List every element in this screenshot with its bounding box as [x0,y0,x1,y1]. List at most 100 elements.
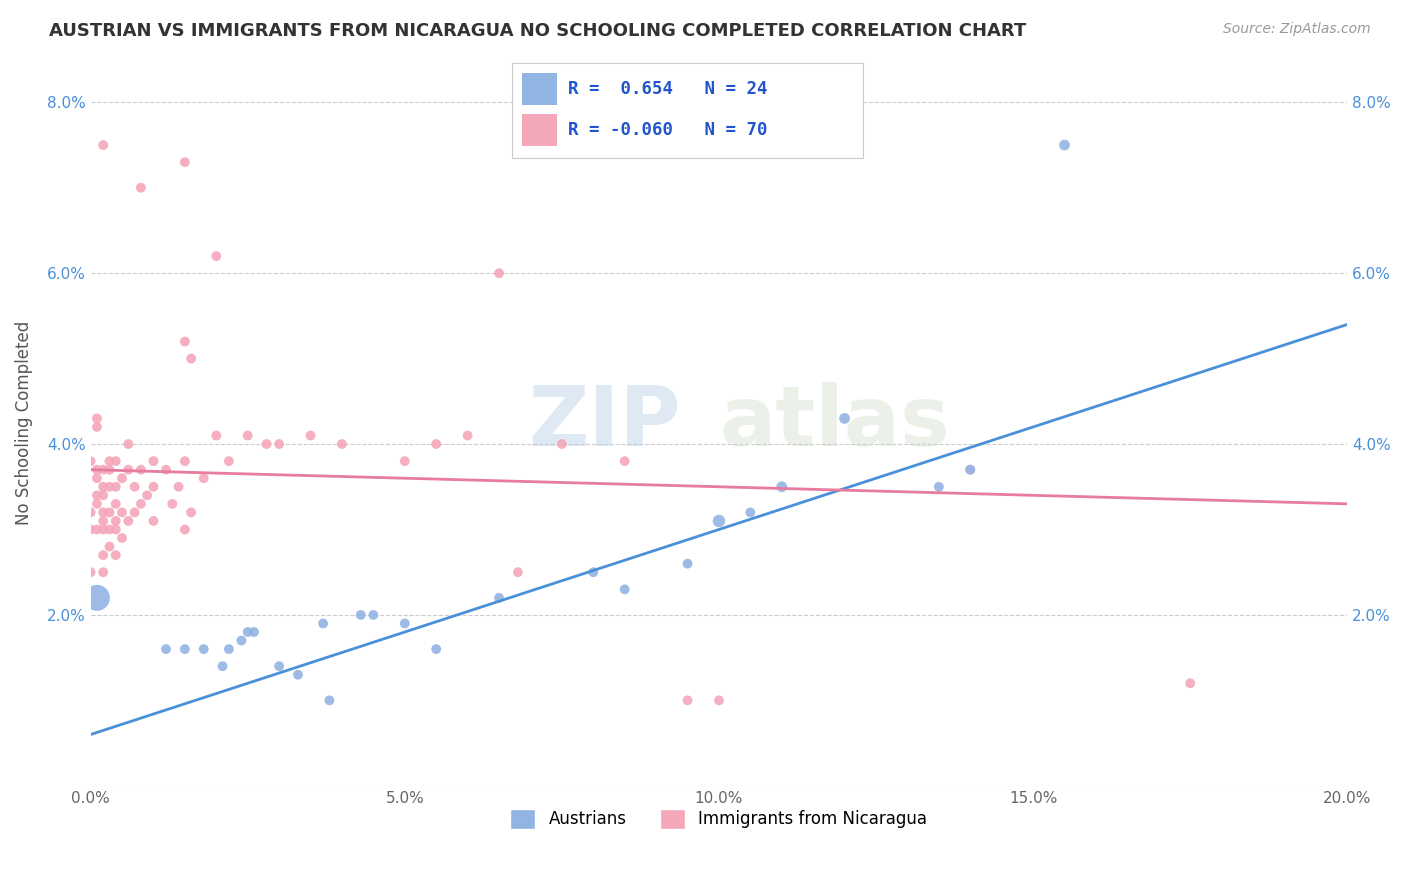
Point [142,514,165,528]
Point [91,505,114,519]
Point [363,607,385,622]
Point [104,454,127,468]
Point [1053,138,1076,153]
Y-axis label: No Schooling Completed: No Schooling Completed [15,320,32,524]
Point [218,642,240,657]
Point [117,514,139,528]
Point [236,625,259,640]
Point [104,548,127,562]
Point [269,437,291,451]
Point [86,591,108,605]
Legend: Austrians, Immigrants from Nicaragua: Austrians, Immigrants from Nicaragua [503,802,934,836]
Point [173,523,195,537]
Point [173,642,195,657]
Point [506,565,529,579]
Point [707,514,730,528]
Point [124,480,146,494]
Point [111,505,134,519]
Point [86,463,108,477]
Point [676,557,699,571]
Point [457,428,479,442]
Point [205,428,228,442]
Point [928,480,950,494]
Point [98,454,121,468]
Point [104,480,127,494]
Point [142,454,165,468]
Point [318,693,340,707]
Point [330,437,353,451]
Point [834,411,856,425]
Point [129,497,152,511]
Point [117,437,139,451]
Point [98,540,121,554]
Point [959,463,981,477]
Text: atlas: atlas [718,382,949,463]
Point [86,523,108,537]
Point [582,565,605,579]
Point [350,607,373,622]
Point [111,531,134,545]
Point [243,625,266,640]
Point [312,616,335,631]
Point [98,463,121,477]
Point [104,497,127,511]
Point [91,488,114,502]
Point [707,693,730,707]
Point [269,659,291,673]
Point [129,180,152,194]
Point [959,463,981,477]
Point [425,437,447,451]
Point [394,454,416,468]
Point [104,514,127,528]
Point [91,480,114,494]
Point [287,667,309,681]
Point [676,693,699,707]
Point [155,463,177,477]
Point [117,463,139,477]
Point [91,565,114,579]
Point [162,497,184,511]
Text: AUSTRIAN VS IMMIGRANTS FROM NICARAGUA NO SCHOOLING COMPLETED CORRELATION CHART: AUSTRIAN VS IMMIGRANTS FROM NICARAGUA NO… [49,22,1026,40]
Point [142,480,165,494]
Text: Source: ZipAtlas.com: Source: ZipAtlas.com [1223,22,1371,37]
Point [173,155,195,169]
Point [86,497,108,511]
Point [98,505,121,519]
Point [98,523,121,537]
Point [180,351,202,366]
Point [91,138,114,153]
Point [91,523,114,537]
Point [299,428,322,442]
Point [193,471,215,485]
Point [425,642,447,657]
Point [231,633,253,648]
Point [740,505,762,519]
Point [394,616,416,631]
Point [79,523,101,537]
Point [173,334,195,349]
Point [613,582,636,597]
Point [86,488,108,502]
Point [91,548,114,562]
Point [79,454,101,468]
Point [551,437,574,451]
Point [111,471,134,485]
Point [256,437,278,451]
Point [1180,676,1202,690]
Point [136,488,159,502]
Point [613,454,636,468]
Point [180,505,202,519]
Point [79,565,101,579]
Text: ZIP: ZIP [529,382,682,463]
Point [205,249,228,263]
Point [86,420,108,434]
Point [155,642,177,657]
Point [193,642,215,657]
Point [167,480,190,494]
Point [211,659,233,673]
Point [129,463,152,477]
Point [86,411,108,425]
Point [91,463,114,477]
Point [79,505,101,519]
Point [91,514,114,528]
